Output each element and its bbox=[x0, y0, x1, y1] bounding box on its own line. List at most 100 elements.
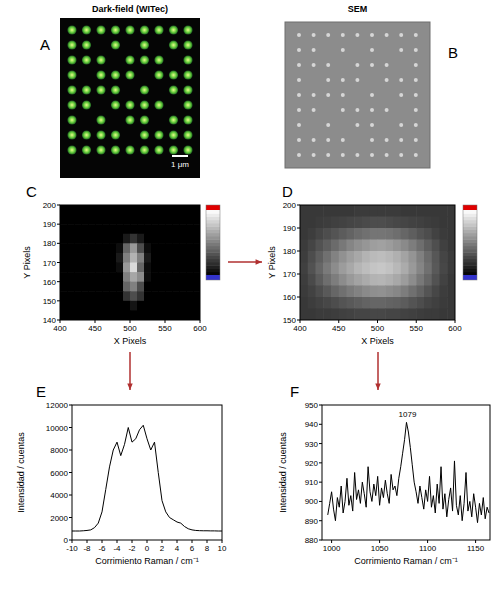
y-tick-label: 880 bbox=[305, 536, 319, 545]
particle bbox=[297, 63, 301, 67]
heat-cell bbox=[144, 263, 152, 273]
particle bbox=[169, 85, 178, 94]
colorbar-step bbox=[463, 269, 477, 273]
heat-cell bbox=[362, 274, 370, 286]
heat-cell bbox=[74, 205, 82, 215]
peak-label: 1079 bbox=[399, 410, 417, 419]
heat-cell bbox=[116, 205, 124, 215]
heat-cell bbox=[67, 282, 75, 292]
particle bbox=[140, 25, 149, 34]
particle bbox=[169, 25, 178, 34]
y-tick-label: 160 bbox=[283, 293, 297, 302]
heat-cell bbox=[385, 297, 393, 309]
heat-cell bbox=[81, 282, 89, 292]
particle bbox=[154, 70, 163, 79]
heat-cell bbox=[393, 251, 401, 263]
heat-cell bbox=[123, 253, 131, 263]
heat-cell bbox=[137, 253, 145, 263]
heat-cell bbox=[60, 291, 68, 301]
heat-cell bbox=[347, 286, 355, 298]
heat-cell bbox=[331, 251, 339, 263]
heat-cell bbox=[172, 224, 180, 234]
heat-cell bbox=[354, 217, 362, 229]
arrow-head bbox=[256, 259, 262, 264]
heat-cell bbox=[116, 253, 124, 263]
x-tick-label: 4 bbox=[175, 544, 180, 553]
heat-cell bbox=[137, 234, 145, 244]
heat-cell bbox=[144, 282, 152, 292]
heat-cell bbox=[308, 228, 316, 240]
particle bbox=[154, 130, 163, 139]
heat-cell bbox=[172, 272, 180, 282]
heat-cell bbox=[186, 234, 194, 244]
heat-cell bbox=[130, 215, 138, 225]
heat-cell bbox=[193, 234, 200, 244]
heat-cell bbox=[88, 253, 96, 263]
particle bbox=[399, 138, 403, 142]
heat-cell bbox=[331, 228, 339, 240]
colorbar-step bbox=[463, 252, 477, 256]
colorbar-step bbox=[206, 217, 220, 221]
colorbar-step bbox=[463, 220, 477, 224]
heat-cell bbox=[130, 301, 138, 311]
heat-cell bbox=[109, 234, 117, 244]
heat-cell bbox=[186, 272, 194, 282]
y-tick-label: 2000 bbox=[50, 514, 68, 523]
heat-cell bbox=[165, 291, 173, 301]
heat-cell bbox=[193, 215, 200, 225]
heat-cell bbox=[130, 205, 138, 215]
particle bbox=[125, 100, 134, 109]
heat-cell bbox=[378, 297, 386, 309]
heat-cell bbox=[88, 282, 96, 292]
heat-cell bbox=[123, 282, 131, 292]
heat-cell bbox=[102, 301, 110, 311]
heat-cell bbox=[378, 228, 386, 240]
heat-cell bbox=[151, 301, 159, 311]
particle bbox=[399, 78, 403, 82]
heat-cell bbox=[179, 272, 187, 282]
heat-cell bbox=[179, 234, 187, 244]
x-axis-title: Corrimiento Raman / cm⁻¹ bbox=[354, 556, 458, 566]
x-tick-label: 6 bbox=[190, 544, 195, 553]
heat-cell bbox=[151, 243, 159, 253]
heat-cell bbox=[370, 240, 378, 252]
heat-cell bbox=[81, 234, 89, 244]
particle bbox=[370, 138, 374, 142]
plot-frame bbox=[60, 205, 200, 320]
heat-cell bbox=[172, 205, 180, 215]
x-tick-label: 400 bbox=[53, 324, 67, 333]
heat-cell bbox=[130, 310, 138, 320]
particle bbox=[67, 40, 76, 49]
heat-cell bbox=[416, 205, 424, 217]
y-tick-label: 200 bbox=[43, 201, 57, 210]
particle bbox=[312, 48, 316, 52]
heat-cell bbox=[354, 297, 362, 309]
heat-cell bbox=[323, 274, 331, 286]
particle bbox=[297, 48, 301, 52]
image-title: SEM bbox=[348, 4, 368, 14]
heat-cell bbox=[331, 217, 339, 229]
particle bbox=[399, 93, 403, 97]
heat-cell bbox=[102, 205, 110, 215]
heat-cell bbox=[447, 274, 455, 286]
heat-cell bbox=[186, 301, 194, 311]
heat-cell bbox=[60, 205, 68, 215]
colorbar-frame bbox=[206, 205, 220, 280]
heat-cell bbox=[339, 263, 347, 275]
heat-cell bbox=[172, 234, 180, 244]
particle bbox=[414, 48, 418, 52]
heat-cell bbox=[144, 205, 152, 215]
heat-cell bbox=[186, 310, 194, 320]
heat-cell bbox=[123, 272, 131, 282]
heat-cell bbox=[401, 274, 409, 286]
heat-cell bbox=[331, 297, 339, 309]
heat-cell bbox=[409, 205, 417, 217]
heat-cell bbox=[440, 251, 448, 263]
particle bbox=[140, 55, 149, 64]
heat-cell bbox=[393, 217, 401, 229]
heat-cell bbox=[331, 274, 339, 286]
heat-cell bbox=[424, 309, 432, 321]
heat-cell bbox=[354, 274, 362, 286]
heat-cell bbox=[74, 263, 82, 273]
heat-cell bbox=[179, 205, 187, 215]
